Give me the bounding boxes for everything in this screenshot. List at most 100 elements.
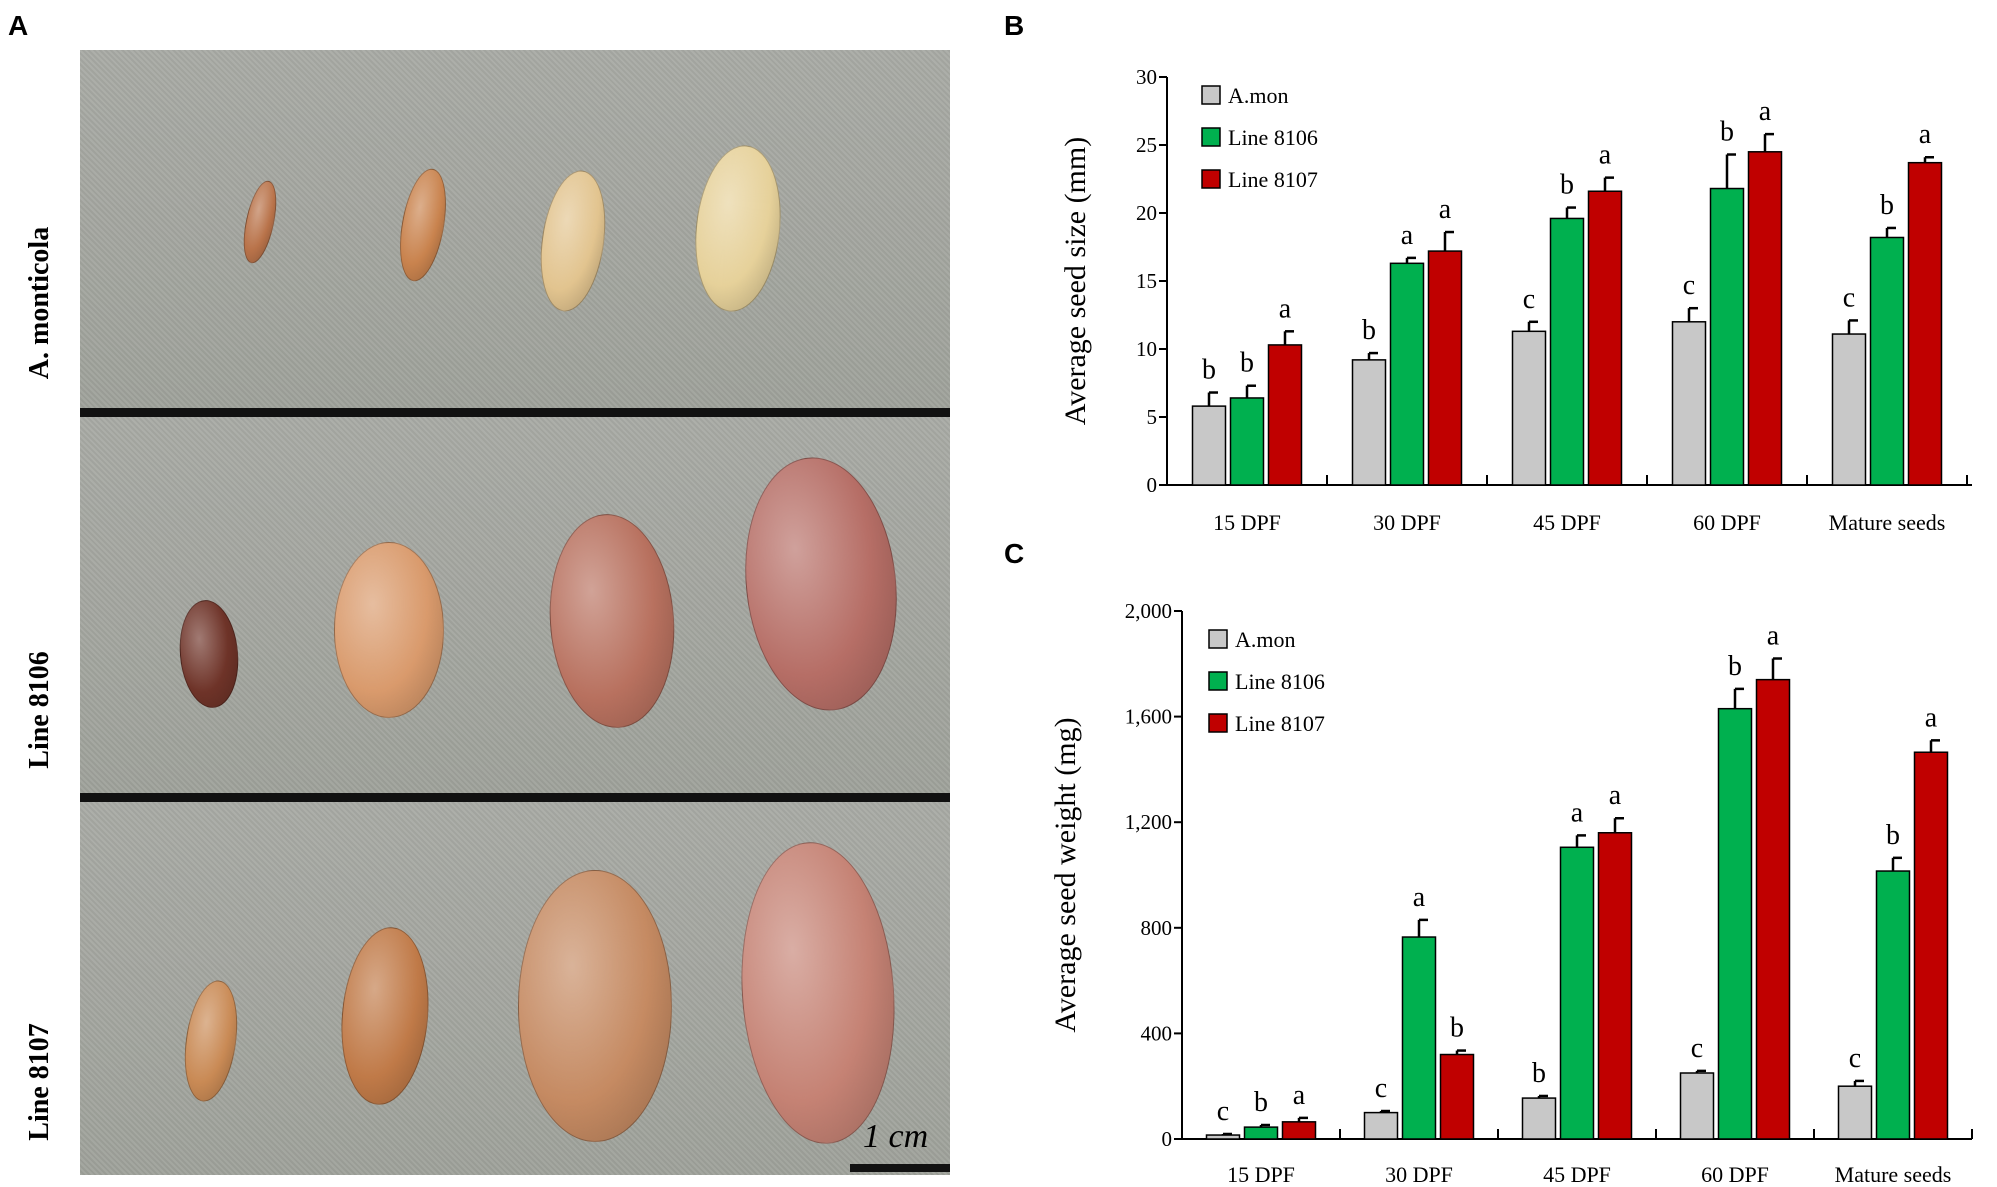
panel-label-c: C — [1004, 538, 1025, 569]
chart-b-significance-letter: b — [1202, 355, 1216, 386]
seed-line8106-2 — [334, 542, 444, 718]
row-divider-2 — [80, 793, 950, 802]
chart-c-bar — [1679, 1072, 1715, 1140]
chart-b-bar — [1427, 250, 1463, 486]
chart-c-bar — [1521, 1097, 1557, 1140]
chart-b-ytick-label: 0 — [1147, 473, 1158, 497]
photo-row-amonticola — [80, 50, 950, 408]
chart-c-legend-swatch — [1208, 629, 1228, 649]
chart-c-category-label: 15 DPF — [1227, 1162, 1295, 1187]
chart-c-category-label: 30 DPF — [1385, 1162, 1453, 1187]
chart-c-significance-letter: b — [1886, 820, 1900, 851]
chart-b-category-label: 15 DPF — [1213, 510, 1281, 535]
chart-b-significance-letter: b — [1362, 315, 1376, 346]
chart-b-ytick-label: 25 — [1136, 133, 1157, 157]
chart-c-bar — [1913, 751, 1949, 1140]
chart-c-significance-letter: c — [1691, 1033, 1703, 1064]
chart-c-bar — [1837, 1085, 1873, 1140]
chart-b-significance-letter: a — [1599, 140, 1612, 171]
chart-b-bar — [1229, 397, 1265, 486]
chart-b-bar — [1747, 151, 1783, 486]
chart-b-significance-letter: b — [1560, 170, 1574, 201]
chart-c-bar — [1559, 846, 1595, 1140]
chart-c-ylabel: Average seed weight (mg) — [1049, 717, 1082, 1032]
chart-b-legend-label: Line 8107 — [1228, 167, 1318, 192]
chart-b-significance-letter: c — [1683, 270, 1695, 301]
chart-b-significance-letter: a — [1401, 220, 1414, 251]
chart-c-significance-letter: b — [1254, 1087, 1268, 1118]
scale-bar-label: 1 cm — [863, 1118, 929, 1155]
photo-row-line8106 — [80, 417, 950, 793]
photo-row-line8107 — [80, 802, 950, 1175]
chart-c-bar — [1281, 1121, 1317, 1140]
chart-b-category-label: Mature seeds — [1829, 510, 1946, 535]
chart-b-ylabel: Average seed size (mm) — [1059, 137, 1092, 425]
chart-c-legend-label: Line 8106 — [1235, 669, 1325, 694]
chart-b-legend-label: Line 8106 — [1228, 125, 1318, 150]
chart-c-bar — [1243, 1126, 1279, 1140]
chart-b-significance-letter: a — [1919, 119, 1932, 150]
chart-b-significance-letter: a — [1279, 293, 1292, 324]
chart-c-legend-label: A.mon — [1235, 627, 1296, 652]
chart-c-bar — [1717, 707, 1753, 1140]
chart-b-significance-letter: b — [1880, 190, 1894, 221]
chart-c-ytick-label: 400 — [1141, 1021, 1173, 1045]
chart-b-significance-letter: a — [1439, 194, 1452, 225]
seed-line8107-3 — [518, 870, 672, 1142]
chart-c-significance-letter: c — [1217, 1096, 1229, 1127]
chart-c-significance-letter: a — [1293, 1080, 1306, 1111]
chart-b-ytick-label: 10 — [1136, 337, 1157, 361]
chart-b-bar — [1389, 262, 1425, 486]
row-divider-1 — [80, 408, 950, 417]
chart-c-legend-label: Line 8107 — [1235, 711, 1325, 736]
chart-b-legend-label: A.mon — [1228, 83, 1289, 108]
chart-b-bar — [1549, 217, 1585, 486]
chart-c-ytick-label: 1,600 — [1125, 705, 1172, 729]
chart-b-bar — [1351, 359, 1387, 486]
chart-b-ytick-label: 15 — [1136, 269, 1157, 293]
chart-b-legend-swatch — [1201, 85, 1221, 105]
chart-b-legend-swatch — [1201, 169, 1221, 189]
chart-c-category-label: 60 DPF — [1701, 1162, 1769, 1187]
chart-c-significance-letter: a — [1925, 702, 1938, 733]
chart-b-bar — [1869, 236, 1905, 486]
chart-c-significance-letter: c — [1375, 1073, 1387, 1104]
chart-b-significance-letter: a — [1759, 96, 1772, 127]
chart-c-significance-letter: a — [1609, 780, 1622, 811]
chart-b-bar — [1587, 190, 1623, 486]
chart-c-bar — [1597, 832, 1633, 1140]
chart-b-bar — [1267, 344, 1303, 486]
chart-c-significance-letter: a — [1413, 882, 1426, 913]
chart-c-significance-letter: c — [1849, 1043, 1861, 1074]
chart-c-bar — [1439, 1053, 1475, 1140]
chart-c-bar — [1205, 1134, 1241, 1140]
chart-c-bar — [1755, 678, 1791, 1140]
chart-c-significance-letter: b — [1450, 1013, 1464, 1044]
chart-b-category-label: 30 DPF — [1373, 510, 1441, 535]
chart-c-bar — [1363, 1111, 1399, 1140]
chart-c-bar — [1401, 936, 1437, 1140]
chart-c-significance-letter: b — [1532, 1058, 1546, 1089]
panel-label-b: B — [1004, 10, 1025, 41]
chart-c-significance-letter: a — [1767, 621, 1780, 652]
chart-c-ytick-label: 1,200 — [1125, 810, 1172, 834]
chart-b-bar — [1511, 330, 1547, 486]
chart-b-bar — [1907, 161, 1943, 486]
chart-b-ytick-label: 30 — [1136, 65, 1157, 89]
chart-c-ytick-label: 2,000 — [1125, 599, 1172, 623]
chart-b-bar — [1709, 187, 1745, 486]
chart-c-category-label: Mature seeds — [1835, 1162, 1952, 1187]
scale-bar — [850, 1164, 950, 1172]
chart-b-ytick-label: 20 — [1136, 201, 1157, 225]
panel-label-a: A — [8, 10, 29, 41]
chart-b-ytick-label: 5 — [1147, 405, 1158, 429]
chart-b-significance-letter: c — [1843, 282, 1855, 313]
chart-c-legend-swatch — [1208, 713, 1228, 733]
chart-b-bar — [1191, 405, 1227, 486]
chart-b-bar — [1831, 333, 1867, 486]
chart-b-significance-letter: b — [1720, 117, 1734, 148]
chart-b-significance-letter: b — [1240, 348, 1254, 379]
chart-c-significance-letter: b — [1728, 651, 1742, 682]
chart-c-significance-letter: a — [1571, 797, 1584, 828]
